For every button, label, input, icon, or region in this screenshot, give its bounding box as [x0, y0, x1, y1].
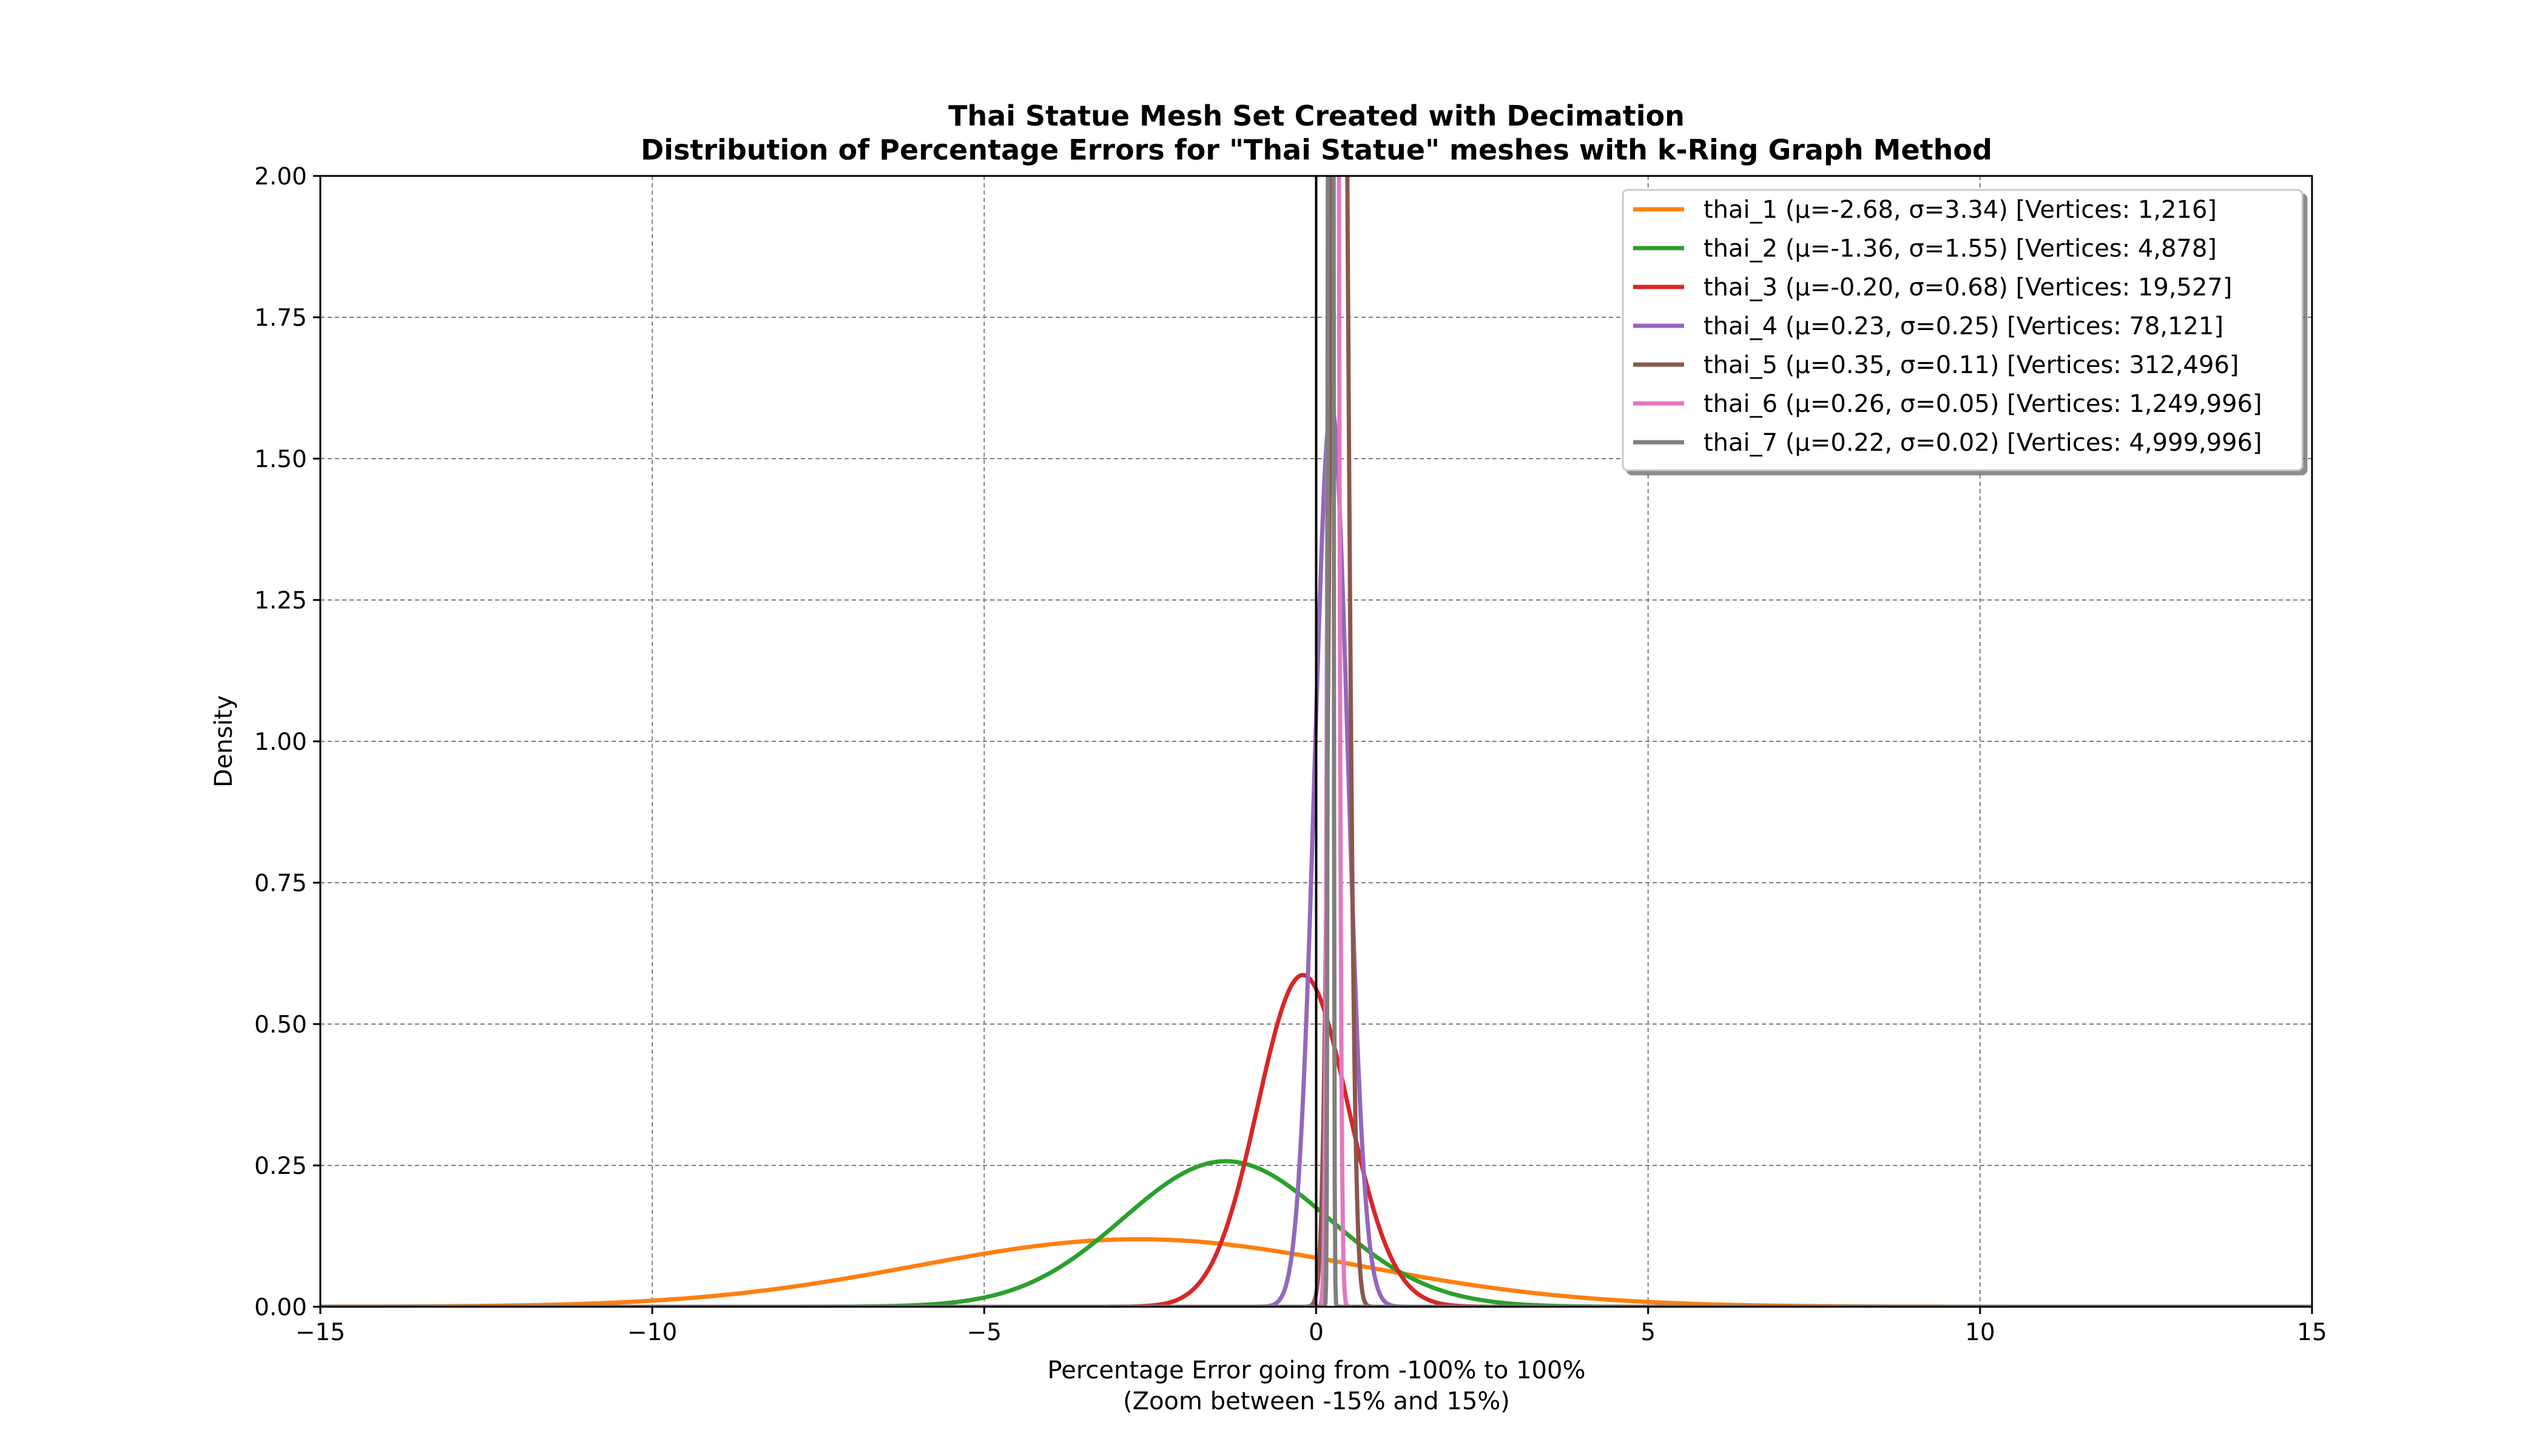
y-tick-label: 1.75: [254, 305, 307, 332]
x-axis-ticks: −15 −10 −5 0 5 10 15: [295, 1307, 2327, 1346]
y-tick-label: 0.75: [254, 870, 307, 897]
x-tick-label: 15: [2297, 1319, 2327, 1346]
y-tick-label: 0.25: [254, 1153, 307, 1180]
legend-entry-2: thai_2 (μ=-1.36, σ=1.55) [Vertices: 4,87…: [1704, 235, 2217, 263]
legend-box: [1622, 189, 2304, 471]
x-tick-label: 5: [1640, 1319, 1656, 1346]
y-tick-label: 1.50: [254, 446, 307, 473]
legend-entry-3: thai_3 (μ=-0.20, σ=0.68) [Vertices: 19,5…: [1704, 274, 2232, 302]
legend-entry-1: thai_1 (μ=-2.68, σ=3.34) [Vertices: 1,21…: [1704, 196, 2217, 224]
x-tick-label: 10: [1965, 1319, 1995, 1346]
x-axis-label-line2: (Zoom between -15% and 15%): [1123, 1387, 1510, 1415]
y-tick-label: 0.00: [254, 1294, 307, 1321]
legend-entry-5: thai_5 (μ=0.35, σ=0.11) [Vertices: 312,4…: [1704, 351, 2239, 379]
y-axis-label: Density: [210, 695, 238, 787]
legend-entry-6: thai_6 (μ=0.26, σ=0.05) [Vertices: 1,249…: [1704, 390, 2262, 418]
y-tick-label: 2.00: [254, 163, 307, 190]
x-axis-label: Percentage Error going from -100% to 100…: [1048, 1357, 1586, 1384]
x-tick-label: −10: [627, 1319, 677, 1346]
chart-title: Thai Statue Mesh Set Created with Decima…: [948, 99, 1685, 132]
y-axis-ticks: 0.00 0.25 0.50 0.75 1.00 1.25 1.50 1.75 2.00: [254, 163, 320, 1321]
legend-entry-7: thai_7 (μ=0.22, σ=0.02) [Vertices: 4,999…: [1704, 429, 2262, 457]
x-tick-label: −5: [967, 1319, 1002, 1346]
x-tick-label: 0: [1309, 1319, 1324, 1346]
x-tick-label: −15: [295, 1319, 345, 1346]
legend-entry-4: thai_4 (μ=0.23, σ=0.25) [Vertices: 78,12…: [1704, 312, 2223, 340]
y-tick-label: 1.00: [254, 729, 307, 756]
y-tick-label: 1.25: [254, 587, 307, 615]
y-tick-label: 0.50: [254, 1011, 307, 1039]
chart-subtitle: Distribution of Percentage Errors for "T…: [641, 133, 1992, 166]
legend: thai_1 (μ=-2.68, σ=3.34) [Vertices: 1,21…: [1622, 189, 2304, 471]
